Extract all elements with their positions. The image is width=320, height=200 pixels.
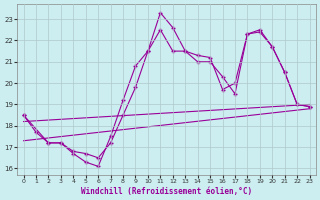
- X-axis label: Windchill (Refroidissement éolien,°C): Windchill (Refroidissement éolien,°C): [81, 187, 252, 196]
